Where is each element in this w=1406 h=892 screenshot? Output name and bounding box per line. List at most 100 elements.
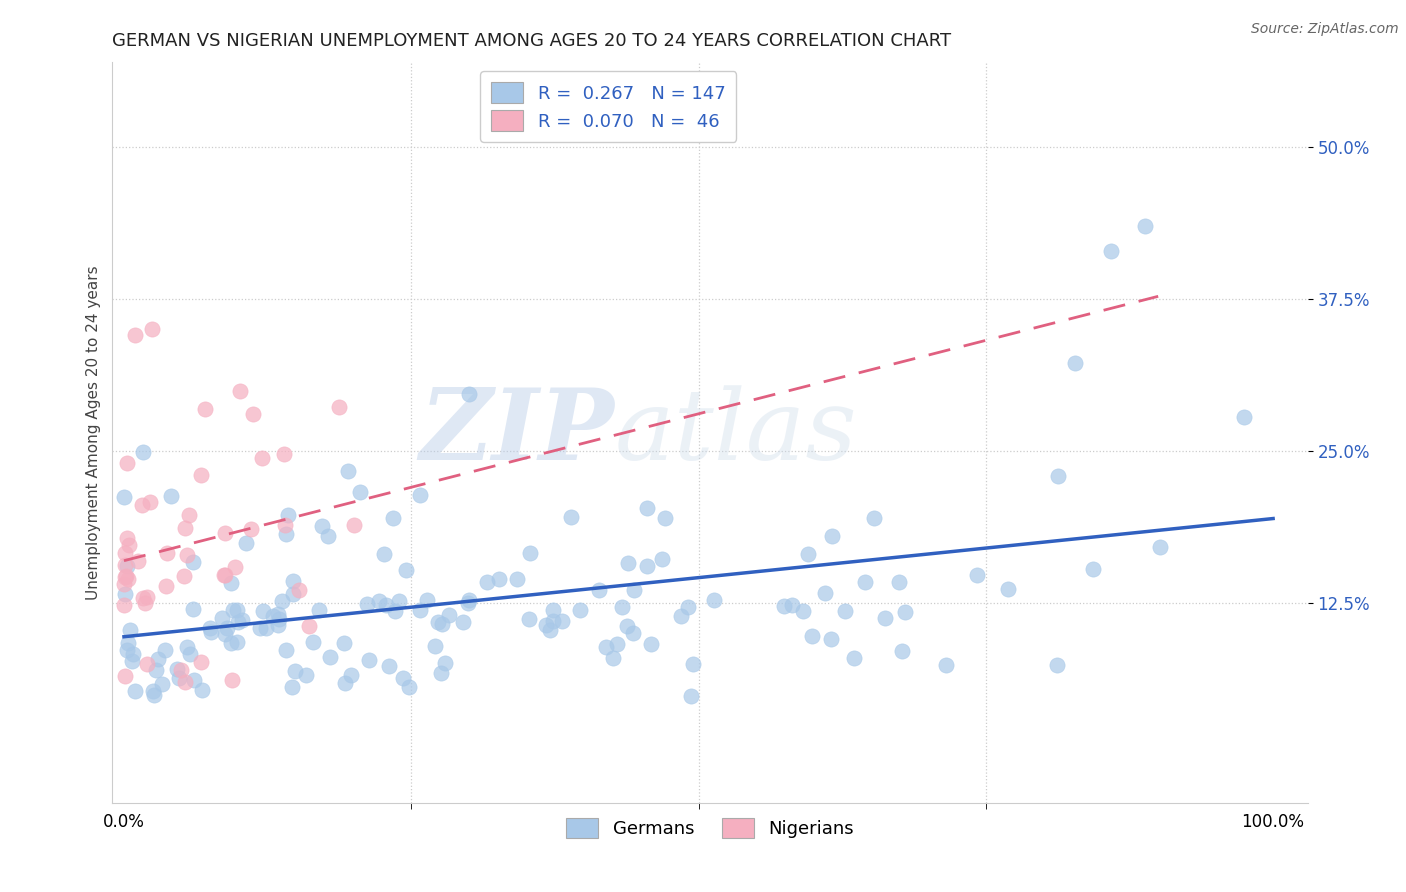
Point [384, 604, 406, 618]
Point [214, 568, 236, 582]
Point [179, 647, 201, 661]
Point [458, 386, 481, 401]
Point [176, 548, 198, 562]
Point [409, 603, 432, 617]
Point [541, 614, 564, 628]
Point [112, 577, 135, 591]
Point [891, 644, 914, 658]
Point [235, 536, 257, 550]
Text: ZIP: ZIP [419, 384, 614, 481]
Point [273, 446, 295, 460]
Point [127, 553, 149, 567]
Text: GERMAN VS NIGERIAN UNEMPLOYMENT AMONG AGES 20 TO 24 YEARS CORRELATION CHART: GERMAN VS NIGERIAN UNEMPLOYMENT AMONG AG… [112, 32, 952, 50]
Point [671, 609, 693, 624]
Point [132, 591, 155, 606]
Point [595, 640, 617, 655]
Point [302, 635, 325, 649]
Point [198, 621, 221, 635]
Point [409, 488, 432, 502]
Point [115, 456, 138, 470]
Point [138, 495, 160, 509]
Point [121, 654, 143, 668]
Point [863, 510, 886, 524]
Point [114, 570, 136, 584]
Point [328, 400, 350, 414]
Point [821, 529, 844, 543]
Point [115, 531, 138, 545]
Text: Source: ZipAtlas.com: Source: ZipAtlas.com [1251, 22, 1399, 37]
Point [457, 596, 479, 610]
Point [453, 615, 475, 629]
Point [117, 572, 139, 586]
Point [281, 574, 304, 589]
Point [242, 407, 264, 421]
Point [231, 613, 253, 627]
Point [117, 636, 139, 650]
Point [536, 618, 558, 632]
Point [155, 579, 177, 593]
Point [427, 615, 450, 629]
Point [173, 520, 195, 534]
Point [640, 637, 662, 651]
Point [800, 629, 823, 643]
Point [676, 600, 699, 615]
Point [425, 639, 447, 653]
Point [200, 625, 222, 640]
Point [146, 652, 169, 666]
Point [541, 603, 564, 617]
Point [112, 490, 135, 504]
Point [873, 610, 896, 624]
Point [935, 657, 957, 672]
Point [214, 627, 236, 641]
Point [134, 597, 156, 611]
Point [381, 511, 404, 525]
Point [124, 684, 146, 698]
Point [792, 604, 814, 618]
Point [834, 604, 856, 618]
Point [621, 626, 644, 640]
Point [430, 666, 453, 681]
Point [115, 569, 138, 583]
Point [190, 656, 212, 670]
Point [610, 600, 633, 615]
Point [219, 636, 242, 650]
Point [1099, 244, 1122, 258]
Point [797, 547, 820, 561]
Point [281, 587, 304, 601]
Point [391, 671, 413, 685]
Point [388, 594, 411, 608]
Point [114, 546, 136, 560]
Point [136, 657, 159, 671]
Point [249, 621, 271, 635]
Point [373, 548, 395, 562]
Point [842, 651, 865, 665]
Point [143, 688, 166, 702]
Point [335, 676, 357, 690]
Point [270, 594, 292, 608]
Point [166, 662, 188, 676]
Point [855, 575, 877, 590]
Point [176, 640, 198, 654]
Point [277, 508, 299, 522]
Point [177, 508, 200, 522]
Point [374, 598, 396, 612]
Point [276, 643, 298, 657]
Point [254, 621, 277, 635]
Point [395, 563, 418, 577]
Point [145, 663, 167, 677]
Point [1046, 658, 1069, 673]
Point [295, 668, 318, 682]
Point [1064, 356, 1087, 370]
Point [141, 322, 163, 336]
Point [181, 555, 204, 569]
Point [214, 567, 236, 582]
Point [124, 327, 146, 342]
Point [142, 684, 165, 698]
Point [333, 635, 356, 649]
Point [267, 618, 290, 632]
Point [368, 594, 391, 608]
Point [430, 617, 453, 632]
Point [636, 500, 658, 515]
Point [997, 582, 1019, 596]
Point [311, 519, 333, 533]
